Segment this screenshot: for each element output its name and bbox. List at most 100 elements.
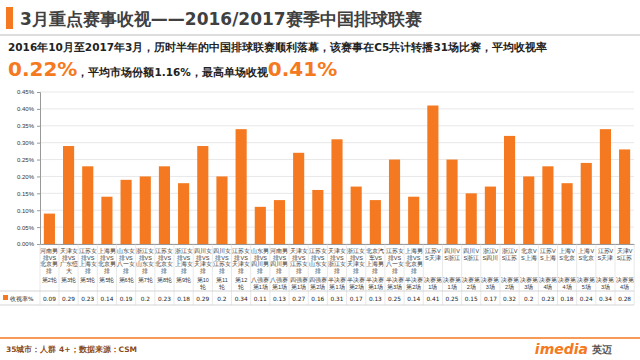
x-tick-label: 天津女排VS浙江女排半决赛第1场 xyxy=(328,248,346,290)
table-divider xyxy=(58,244,59,305)
data-label: 0.09 xyxy=(43,296,56,302)
data-label: 0.31 xyxy=(331,296,344,302)
x-tick-label: 天津女排VS广东恒大第3轮 xyxy=(60,248,78,283)
x-tick-label-line: 决赛第 xyxy=(443,276,461,283)
table-divider xyxy=(595,244,596,305)
x-tick-label-line: S上海 xyxy=(540,255,556,261)
y-tick-mark xyxy=(37,160,40,161)
x-tick-label-line: 四川V xyxy=(444,248,460,254)
x-tick-label: 浙江女排VS上海女排第9轮 xyxy=(175,248,193,283)
y-tick: 0.35% xyxy=(17,123,40,129)
x-tick-label-line: 排 xyxy=(296,268,302,274)
subtitle-line: 0.22%，平均市场份额1.16%，最高单场收视0.41% xyxy=(8,57,337,81)
bar xyxy=(159,166,170,244)
data-table: 0.090.290.230.140.190.20.230.180.290.20.… xyxy=(0,244,634,305)
x-tick-label-line: 浙江女 xyxy=(328,261,346,267)
x-tick-label-line: 决赛第 xyxy=(539,276,557,283)
x-tick-label-line: 轮 xyxy=(219,284,225,290)
grid-line xyxy=(40,92,634,93)
x-tick-label-line: 北京汽 xyxy=(366,247,384,254)
x-tick-label-line: 决赛第 xyxy=(520,276,538,283)
table-divider xyxy=(269,244,270,305)
x-tick-label-line: 第9轮 xyxy=(176,277,191,283)
y-tick: 0.40% xyxy=(17,106,40,112)
x-tick: 上海VS北京决赛第4场 xyxy=(558,248,576,290)
x-tick-label-line: 第5轮 xyxy=(99,277,114,283)
table-divider xyxy=(576,244,577,305)
x-tick-label-line: 四川男 xyxy=(251,261,269,267)
y-tick-label: 0.30% xyxy=(17,140,35,146)
grid-line xyxy=(40,125,634,126)
x-tick-label-line: 山东男 xyxy=(251,247,269,254)
x-tick-label-line: 3场 xyxy=(486,284,495,290)
data-label: 0.25 xyxy=(388,296,401,302)
x-tick-label-line: 四川男 xyxy=(270,261,288,267)
title-rule xyxy=(0,35,640,36)
x-tick-label-line: 大 xyxy=(66,268,72,274)
x-tick-label-line: 天津女 xyxy=(194,261,212,267)
table-divider xyxy=(615,244,616,305)
table-divider xyxy=(154,244,155,305)
x-tick-label-line: 排 xyxy=(219,268,225,274)
x-tick-label: 上海VS北京决赛第5场 xyxy=(577,248,595,290)
x-tick-label-line: 四川V xyxy=(463,248,479,254)
bar xyxy=(562,183,573,244)
x-tick-label-line: 上海V xyxy=(578,248,594,254)
x-tick-label-line: 排 xyxy=(392,268,398,274)
x-tick-label: 四川VS浙江决赛第1场 xyxy=(443,248,461,290)
x-tick-label-line: 第5轮 xyxy=(80,277,95,283)
x-tick-label: 浙江女排VS天津女排半决赛第2场 xyxy=(347,248,365,290)
x-tick-label-line: 天津女 xyxy=(60,248,78,254)
footnote: 35城市：人群 4+；数据来源：CSM xyxy=(6,344,137,354)
y-tick: 0.05% xyxy=(17,225,40,231)
x-tick-label-line: 排 xyxy=(238,268,244,274)
x-tick-label-line: 八一女 xyxy=(117,261,135,267)
y-tick: 0.25% xyxy=(17,157,40,163)
x-tick-label-line: 排VS xyxy=(350,255,364,261)
y-tick-mark xyxy=(37,193,40,194)
data-label: 0.17 xyxy=(484,296,497,302)
x-tick: 河南男排VS北京男排第2轮 xyxy=(40,248,58,283)
y-axis: 0.00%0.05%0.10%0.15%0.20%0.25%0.30%0.35%… xyxy=(17,89,41,247)
table-divider xyxy=(442,244,443,305)
table-divider xyxy=(346,244,347,305)
x-tick-label-line: 2场 xyxy=(505,284,514,290)
y-tick-label: 0.15% xyxy=(17,191,35,197)
table-divider xyxy=(193,244,194,305)
y-tick-mark xyxy=(37,176,40,177)
x-tick-label: 江苏女排VS上海女排第5轮 xyxy=(79,248,97,283)
x-tick-label: 上海男排VS北京男排第5轮 xyxy=(98,248,116,283)
x-tick-label-line: 上海女 xyxy=(175,261,193,267)
bar xyxy=(178,183,189,244)
data-label: 0.14 xyxy=(407,296,420,302)
data-label: 0.15 xyxy=(465,296,478,302)
data-label: 0.2 xyxy=(524,296,534,302)
x-tick-label-line: 第1场 xyxy=(253,284,268,290)
x-tick-label-line: S天津 xyxy=(425,255,441,261)
x-tick: 河南男排VS四川男排八强赛第1场 xyxy=(270,248,288,290)
table-rule xyxy=(0,305,634,306)
x-tick-label-line: 广东恒 xyxy=(60,260,78,267)
data-label: 0.27 xyxy=(292,296,305,302)
x-tick-label-line: 浙江V xyxy=(483,248,499,254)
y-tick: 0.45% xyxy=(17,89,40,95)
x-tick: 北京VS上海决赛第3场 xyxy=(520,247,538,290)
x-tick-label-line: 江苏V xyxy=(425,248,441,254)
subtitle-highlight: 0.41% xyxy=(268,57,337,81)
title: 3月重点赛事收视——2016/2017赛季中国排球联赛 xyxy=(20,9,422,29)
x-tick-label-line: 第1场 xyxy=(329,284,344,290)
x-tick-label-line: 上海男 xyxy=(98,248,116,254)
subtitle: ，平均市场份额1.16%，最高单场收视 xyxy=(77,66,267,78)
x-tick-label-line: 排 xyxy=(142,268,148,274)
x-tick-label-line: 决赛第 xyxy=(577,276,595,283)
x-axis-line xyxy=(41,244,635,245)
y-tick-label: 0.45% xyxy=(17,89,35,95)
table-divider xyxy=(557,244,558,305)
y-tick-label: 0.05% xyxy=(17,225,35,231)
y-tick-mark xyxy=(37,143,40,144)
x-tick: 江苏VS上海决赛第4场 xyxy=(539,248,557,290)
x-tick-label-line: 排VS xyxy=(119,255,133,261)
x-tick-label-line: 江苏女 xyxy=(232,248,250,254)
x-tick-label: 河南男排VS北京男排第2轮 xyxy=(40,248,58,283)
x-tick-label: 浙江女排VS山东女排第7轮 xyxy=(136,248,154,283)
